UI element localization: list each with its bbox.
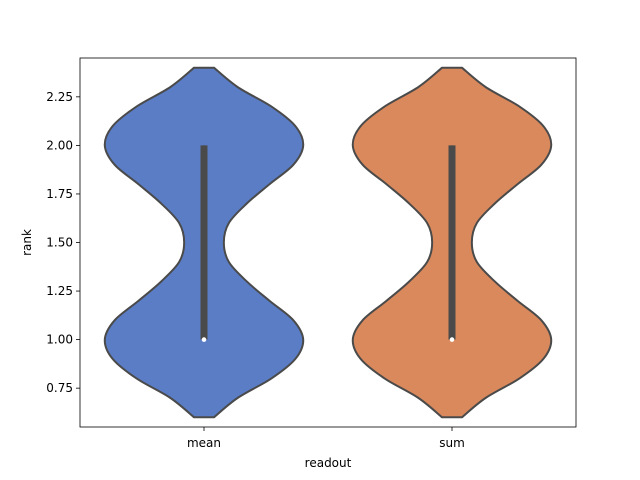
y-tick-label: 1.00 [46,333,73,347]
x-axis-label: readout [305,456,352,470]
violins [103,66,553,419]
median-marker-mean [201,337,207,342]
y-tick-label: 1.75 [46,187,73,201]
x-tick-label-sum: sum [439,436,465,450]
y-tick-label: 2.25 [46,90,73,104]
y-tick-label: 1.50 [46,236,73,250]
y-axis: 0.75 1.00 1.25 1.50 1.75 2.00 2.25 [46,90,80,395]
y-tick-label: 2.00 [46,138,73,152]
x-axis: mean sum [187,427,465,450]
y-tick-label: 0.75 [46,381,73,395]
median-marker-sum [449,337,455,342]
iqr-box-sum [448,145,456,340]
x-tick-label-mean: mean [187,436,221,450]
iqr-box-mean [200,145,208,340]
y-axis-label: rank [20,229,34,256]
y-tick-label: 1.25 [46,284,73,298]
